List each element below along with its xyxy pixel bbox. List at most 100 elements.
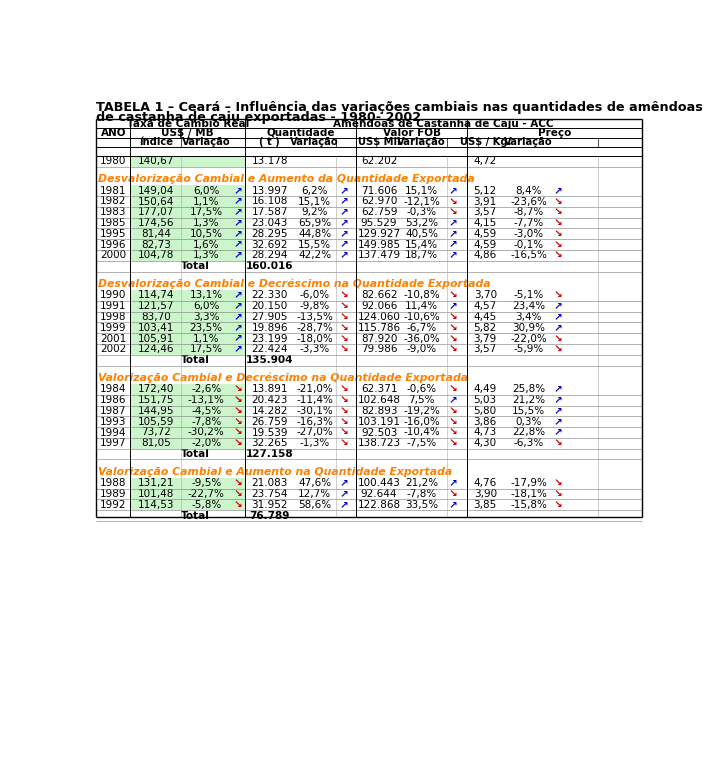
Text: 104,78: 104,78 xyxy=(138,250,174,260)
Text: 4,45: 4,45 xyxy=(474,312,497,322)
Text: 26.759: 26.759 xyxy=(251,417,288,427)
Text: 137.479: 137.479 xyxy=(358,250,400,260)
Text: ↗: ↗ xyxy=(340,197,348,207)
Text: 28.294: 28.294 xyxy=(251,250,288,260)
Text: 40,5%: 40,5% xyxy=(405,229,438,239)
Text: -15,8%: -15,8% xyxy=(510,500,547,510)
Text: -28,7%: -28,7% xyxy=(297,323,333,333)
Text: 149.985: 149.985 xyxy=(358,240,400,250)
Text: ↘: ↘ xyxy=(340,344,348,354)
Text: -7,7%: -7,7% xyxy=(513,218,544,228)
Text: ↘: ↘ xyxy=(234,439,243,449)
Text: ↘: ↘ xyxy=(554,489,562,499)
Text: ↘: ↘ xyxy=(449,344,457,354)
Text: 23.199: 23.199 xyxy=(251,333,288,343)
Text: 17,5%: 17,5% xyxy=(189,207,222,217)
Text: 14.282: 14.282 xyxy=(251,406,288,416)
Text: -3,3%: -3,3% xyxy=(300,344,330,354)
Text: 15,5%: 15,5% xyxy=(512,406,545,416)
Text: 13,1%: 13,1% xyxy=(189,290,222,300)
Text: 100.443: 100.443 xyxy=(358,478,400,488)
Text: 81,05: 81,05 xyxy=(141,439,171,449)
Text: -10,4%: -10,4% xyxy=(403,428,440,438)
Text: ↗: ↗ xyxy=(554,384,562,395)
Bar xyxy=(130,395,245,406)
Text: 1982: 1982 xyxy=(100,197,127,207)
Text: ↗: ↗ xyxy=(449,500,457,510)
Bar xyxy=(130,384,245,395)
Text: 3,91: 3,91 xyxy=(474,197,497,207)
Text: 144,95: 144,95 xyxy=(138,406,174,416)
Text: Valorização Cambial e Decréscimo na Quantidade Exportada: Valorização Cambial e Decréscimo na Quan… xyxy=(98,372,468,383)
Bar xyxy=(130,406,245,416)
Text: -9,8%: -9,8% xyxy=(300,301,330,311)
Text: ↗: ↗ xyxy=(340,478,348,488)
Text: ↗: ↗ xyxy=(449,250,457,260)
Text: Total: Total xyxy=(181,355,210,365)
Text: -13,1%: -13,1% xyxy=(188,396,225,406)
Bar xyxy=(130,207,245,217)
Text: ↘: ↘ xyxy=(449,489,457,499)
Text: 140,67: 140,67 xyxy=(138,157,174,167)
Text: 27.905: 27.905 xyxy=(251,312,288,322)
Text: 20.150: 20.150 xyxy=(252,301,288,311)
Text: 174,56: 174,56 xyxy=(138,218,174,228)
Text: 87.920: 87.920 xyxy=(361,333,397,343)
Text: -16,3%: -16,3% xyxy=(297,417,333,427)
Text: ↘: ↘ xyxy=(554,500,562,510)
Text: ↗: ↗ xyxy=(449,186,457,196)
Text: 1983: 1983 xyxy=(100,207,127,217)
Text: ↗: ↗ xyxy=(340,500,348,510)
Text: 17.587: 17.587 xyxy=(251,207,288,217)
Text: ↘: ↘ xyxy=(234,478,243,488)
Text: ↘: ↘ xyxy=(554,197,562,207)
Text: Taxa de Câmbio Real: Taxa de Câmbio Real xyxy=(127,119,249,129)
Text: ↘: ↘ xyxy=(340,396,348,406)
Text: 12,7%: 12,7% xyxy=(298,489,331,499)
Text: ↗: ↗ xyxy=(340,240,348,250)
Text: ↘: ↘ xyxy=(449,290,457,300)
Text: 3,3%: 3,3% xyxy=(193,312,220,322)
Text: 22.330: 22.330 xyxy=(251,290,288,300)
Text: ↘: ↘ xyxy=(449,197,457,207)
Bar xyxy=(130,344,245,355)
Text: ↗: ↗ xyxy=(340,229,348,239)
Text: 2001: 2001 xyxy=(100,333,127,343)
Text: ↗: ↗ xyxy=(234,333,243,343)
Bar xyxy=(130,427,245,438)
Text: 11,4%: 11,4% xyxy=(405,301,438,311)
Text: -7,5%: -7,5% xyxy=(407,439,437,449)
Text: -11,4%: -11,4% xyxy=(297,396,333,406)
Text: Variação: Variação xyxy=(397,137,446,147)
Text: ↘: ↘ xyxy=(449,439,457,449)
Text: 20.423: 20.423 xyxy=(251,396,288,406)
Text: 4,57: 4,57 xyxy=(474,301,497,311)
Text: ↘: ↘ xyxy=(554,250,562,260)
Bar xyxy=(130,239,245,250)
Text: 73,72: 73,72 xyxy=(141,428,171,438)
Text: -16,5%: -16,5% xyxy=(510,250,547,260)
Text: -22,7%: -22,7% xyxy=(188,489,225,499)
Text: 151,75: 151,75 xyxy=(138,396,174,406)
Text: ↗: ↗ xyxy=(340,207,348,217)
Text: 1988: 1988 xyxy=(100,478,127,488)
Text: 3,79: 3,79 xyxy=(474,333,497,343)
Text: -18,1%: -18,1% xyxy=(510,489,547,499)
Text: -10,6%: -10,6% xyxy=(403,312,440,322)
Text: -3,0%: -3,0% xyxy=(513,229,544,239)
Text: ↗: ↗ xyxy=(340,218,348,228)
Text: 58,6%: 58,6% xyxy=(298,500,331,510)
Text: 1991: 1991 xyxy=(100,301,127,311)
Text: 131,21: 131,21 xyxy=(138,478,174,488)
Text: 138.723: 138.723 xyxy=(358,439,400,449)
Text: 1994: 1994 xyxy=(100,428,127,438)
Text: Total: Total xyxy=(181,449,210,459)
Text: 1986: 1986 xyxy=(100,396,127,406)
Text: -7,8%: -7,8% xyxy=(407,489,437,499)
Text: 135.904: 135.904 xyxy=(246,355,294,365)
Text: ↘: ↘ xyxy=(449,312,457,322)
Text: 62.371: 62.371 xyxy=(361,384,397,395)
Text: 33,5%: 33,5% xyxy=(405,500,438,510)
Text: Desvalorização Cambial e Decréscimo na Quantidade Exportada: Desvalorização Cambial e Decréscimo na Q… xyxy=(98,279,490,289)
Text: ↘: ↘ xyxy=(234,500,243,510)
